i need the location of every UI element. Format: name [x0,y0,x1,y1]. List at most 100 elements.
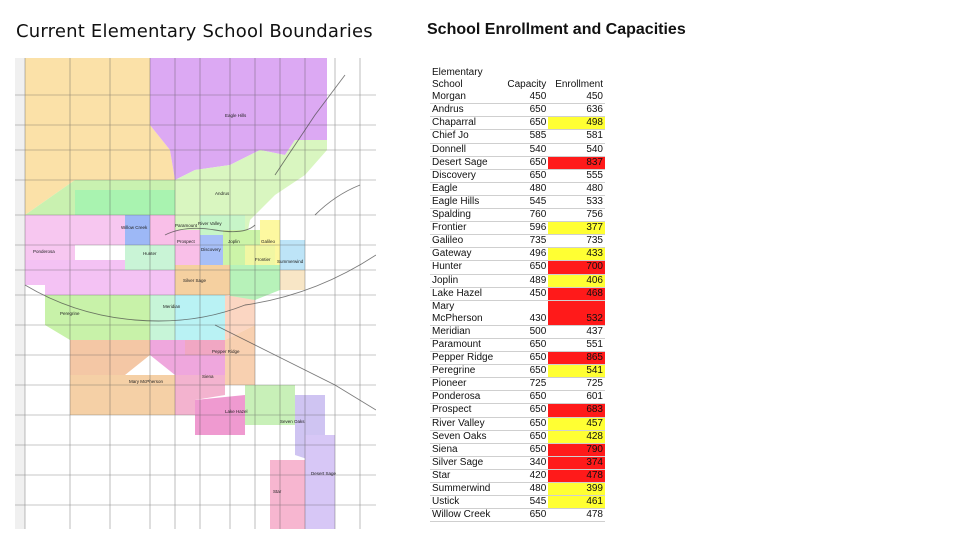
map-label-ponderosa: Ponderosa [33,249,55,254]
map-label-hunter: Hunter [143,251,157,256]
table-row: Willow Creek 650 478 [430,508,605,523]
enrollment-value: 480 [548,182,605,196]
capacity-value: 585 [501,129,549,144]
school-name: Eagle [430,182,502,196]
map-label-galileo: Galileo [261,239,276,244]
capacity-value: 650 [501,260,549,275]
table-row: Morgan 450 450 [430,91,605,105]
capacity-value: 735 [501,234,549,249]
enrollment-value: 457 [548,417,605,431]
capacity-value: 650 [501,390,549,405]
enrollment-value: 377 [548,221,605,236]
table-row: Chaparral 650 498 [430,116,605,131]
zone-ustick [75,215,125,245]
enrollment-value: 478 [548,469,605,484]
capacity-value: 760 [501,208,549,223]
capacity-value: 340 [501,456,549,470]
enrollment-value: 533 [548,195,605,210]
map-label-eagle: Eagle Hills [225,113,247,118]
table-row: Silver Sage 340 374 [430,456,605,470]
capacity-value: 725 [501,377,549,392]
table-row: Pepper Ridge 650 865 [430,351,605,366]
map-label-joplin: Joplin [228,239,240,244]
map-label-peregrine: Peregrine [60,311,80,316]
enrollment-value: 837 [548,156,605,170]
school-name: Willow Creek [430,508,502,523]
enrollment-value: 555 [548,169,605,183]
school-name: Joplin [430,274,502,288]
capacity-value: 650 [501,508,549,523]
enrollment-value: 468 [548,287,605,301]
table-row: Andrus 650 636 [430,103,605,118]
zone-lavender [305,435,335,529]
capacity-value: 650 [501,351,549,366]
school-name: Paramount [430,338,502,353]
capacity-value: 650 [501,403,549,418]
capacity-value: 420 [501,469,549,484]
zone-left-strip [15,58,25,529]
school-name: Silver Sage [430,456,502,470]
zone-pepper [185,340,225,355]
enrollment-value: 725 [548,377,605,392]
zone-peregrine [45,295,150,340]
enrollment-value: 428 [548,430,605,444]
school-name: Prospect [430,403,502,418]
enrollment-value: 374 [548,456,605,470]
table-row: Gateway 496 433 [430,247,605,262]
table-row: River Valley 650 457 [430,417,605,431]
zone-discovery [200,235,223,265]
capacity-value: 545 [501,495,549,510]
capacity-value: 650 [501,443,549,457]
zone-hazel [270,460,305,529]
school-name: Lake Hazel [430,287,502,301]
map-label-paramount: Paramount [175,223,198,228]
capacity-value: 540 [501,143,549,157]
school-name: Morgan [430,91,502,105]
table-row: Paramount 650 551 [430,338,605,353]
enrollment-value: 865 [548,351,605,366]
map-label-prospect: Prospect [177,239,196,244]
map-label-discovery: Discovery [201,247,222,252]
school-name: Chaparral [430,116,502,131]
school-name: Gateway [430,247,502,262]
school-name: Frontier [430,221,502,236]
capacity-value: 480 [501,182,549,196]
school-name: Desert Sage [430,156,502,170]
header-school: Elementary School [432,67,483,91]
capacity-value: 450 [501,91,549,105]
school-name: Ponderosa [430,390,502,405]
table-row: Pioneer 725 725 [430,377,605,392]
table-row: Hunter 650 700 [430,260,605,275]
zone-peach [280,270,305,290]
table-row: Star 420 478 [430,469,605,484]
capacity-value: 650 [501,103,549,118]
table-row: Seven Oaks 650 428 [430,430,605,444]
capacity-value: 450 [501,287,549,301]
table-row: Desert Sage 650 837 [430,156,605,170]
table-row: Chief Jo 585 581 [430,129,605,144]
enrollment-value: 683 [548,403,605,418]
table-row: Siena 650 790 [430,443,605,457]
school-name: Seven Oaks [430,430,502,444]
table-row: Discovery 650 555 [430,169,605,183]
enrollment-value: 756 [548,208,605,223]
enrollment-table-container: Elementary School Capacity Enrollment Mo… [430,67,605,523]
capacity-value: 430 [501,300,549,326]
zone-willow [125,215,150,245]
table-row: Donnell 540 540 [430,143,605,157]
table-title: School Enrollment and Capacities [427,21,686,38]
enrollment-value: 498 [548,116,605,131]
map-label-andrus: Andrus [215,191,230,196]
school-name: Discovery [430,169,502,183]
enrollment-value: 581 [548,129,605,144]
map-label-star: Star [273,489,282,494]
table-row: Spalding 760 756 [430,208,605,223]
table-row: Peregrine 650 541 [430,364,605,379]
school-name: Ustick [430,495,502,510]
zone-magenta [150,340,225,375]
enrollment-value: 461 [548,495,605,510]
zone-meridian [150,295,175,340]
zone-river-hazel [175,265,230,295]
capacity-value: 650 [501,338,549,353]
table-row: Prospect 650 683 [430,403,605,418]
